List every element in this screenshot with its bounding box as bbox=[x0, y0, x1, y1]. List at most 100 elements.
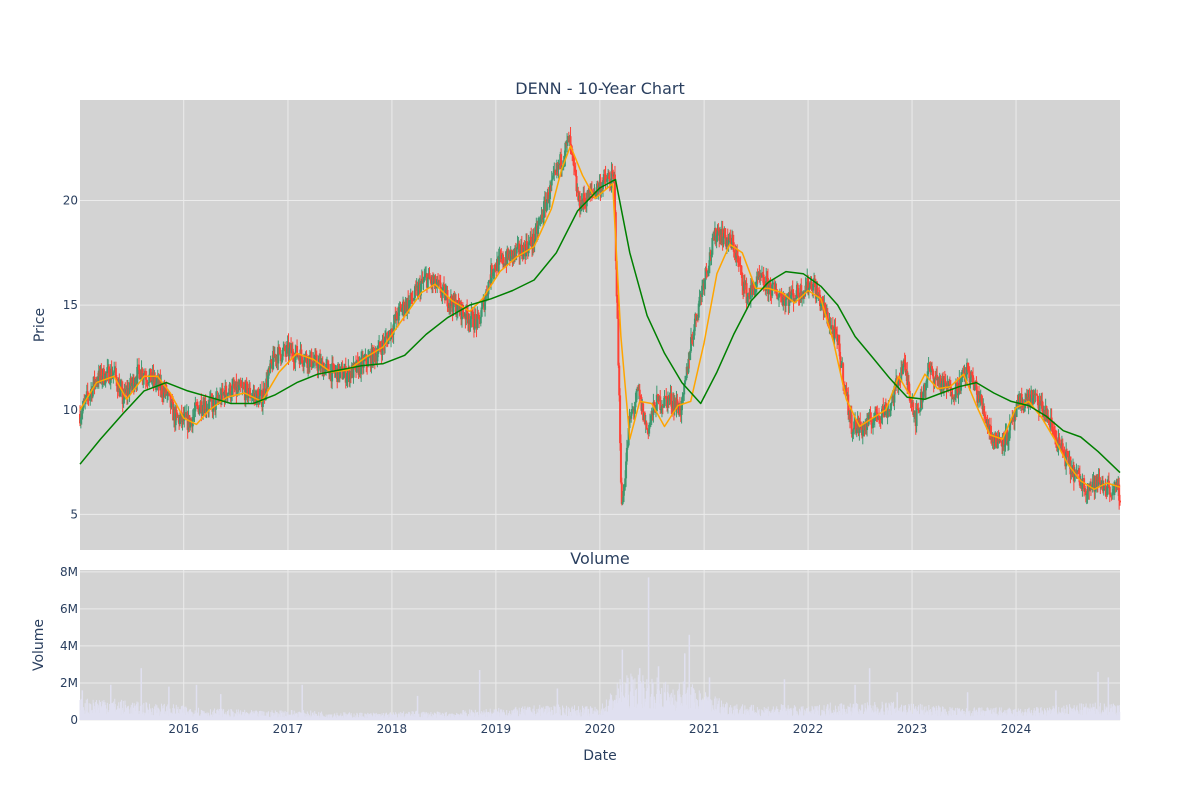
volume-bar bbox=[244, 714, 246, 720]
volume-bar bbox=[155, 713, 157, 720]
volume-bar bbox=[695, 708, 697, 720]
volume-bar bbox=[632, 688, 634, 720]
volume-bar bbox=[870, 705, 872, 720]
volume-bar bbox=[437, 711, 439, 720]
volume-bar bbox=[678, 689, 680, 720]
volume-bar bbox=[401, 716, 403, 720]
volume-bar bbox=[121, 707, 123, 720]
volume-bar bbox=[417, 714, 419, 720]
candle-down bbox=[591, 192, 594, 194]
candle-up bbox=[343, 372, 346, 378]
volume-bar bbox=[218, 715, 220, 720]
volume-bar bbox=[246, 712, 248, 720]
volume-bar bbox=[824, 711, 826, 720]
volume-bar bbox=[523, 708, 525, 720]
volume-bar bbox=[564, 714, 566, 720]
candle-down bbox=[204, 401, 207, 411]
volume-bar bbox=[838, 714, 840, 720]
volume-bar bbox=[739, 708, 741, 720]
volume-bar bbox=[356, 712, 358, 720]
volume-bar bbox=[917, 706, 919, 720]
candle-up bbox=[267, 367, 270, 376]
volume-bar bbox=[846, 713, 848, 720]
volume-bar bbox=[154, 710, 156, 720]
volume-bar bbox=[315, 714, 317, 720]
volume-bar bbox=[642, 681, 644, 720]
volume-bar bbox=[494, 712, 496, 720]
candle-up bbox=[695, 316, 698, 320]
volume-bar bbox=[1103, 703, 1105, 720]
volume-bar bbox=[1014, 716, 1016, 720]
candle-up bbox=[194, 403, 197, 412]
candle-up bbox=[954, 382, 957, 398]
volume-bar bbox=[286, 711, 288, 720]
volume-bar bbox=[1085, 703, 1087, 720]
candle-up bbox=[372, 347, 375, 366]
candle-down bbox=[740, 265, 743, 274]
volume-bar bbox=[287, 711, 289, 720]
volume-bar bbox=[628, 706, 630, 720]
volume-bar bbox=[452, 715, 454, 720]
candle-down bbox=[645, 422, 648, 429]
volume-bar bbox=[517, 716, 519, 720]
candle-up bbox=[925, 382, 928, 391]
candle-up bbox=[1023, 408, 1026, 411]
volume-bar bbox=[751, 710, 753, 720]
volume-bar bbox=[223, 713, 225, 720]
candle-down bbox=[821, 299, 824, 301]
volume-bar bbox=[339, 715, 341, 720]
volume-bar bbox=[423, 711, 425, 720]
volume-bar bbox=[910, 703, 912, 720]
volume-bar bbox=[605, 699, 607, 720]
volume-bar bbox=[154, 706, 156, 720]
volume-bar bbox=[693, 689, 695, 720]
volume-bar bbox=[254, 711, 256, 720]
volume-bar bbox=[549, 711, 551, 720]
volume-bar bbox=[362, 716, 364, 720]
volume-bar bbox=[101, 700, 103, 720]
volume-bar bbox=[472, 712, 474, 720]
volume-bar bbox=[953, 710, 955, 720]
candle-up bbox=[230, 396, 233, 399]
volume-bar bbox=[735, 708, 737, 720]
volume-bar bbox=[260, 710, 262, 720]
candle-up bbox=[704, 268, 707, 281]
volume-bar bbox=[986, 707, 988, 720]
volume-bar bbox=[585, 706, 587, 720]
volume-bar bbox=[806, 708, 808, 720]
volume-bar bbox=[306, 711, 308, 720]
volume-bar bbox=[453, 714, 455, 720]
candle-up bbox=[476, 313, 479, 328]
candle-up bbox=[548, 199, 551, 203]
volume-bar bbox=[773, 713, 775, 720]
volume-bar bbox=[911, 713, 913, 720]
volume-bar bbox=[620, 685, 622, 720]
volume-bar bbox=[862, 704, 864, 720]
candle-up bbox=[236, 386, 239, 395]
volume-bar bbox=[1056, 712, 1058, 720]
volume-bar bbox=[747, 710, 749, 720]
volume-bar bbox=[996, 713, 998, 720]
candle-up bbox=[624, 478, 627, 488]
candle-up bbox=[288, 347, 291, 357]
candle-down bbox=[1084, 489, 1087, 496]
volume-bar bbox=[396, 714, 398, 720]
volume-bar bbox=[395, 712, 397, 720]
candle-down bbox=[1011, 418, 1014, 420]
volume-bar bbox=[527, 706, 529, 720]
volume-bar bbox=[827, 704, 829, 720]
volume-bar bbox=[979, 707, 981, 720]
volume-bar bbox=[686, 692, 688, 720]
volume-bar bbox=[746, 708, 748, 720]
volume-bar bbox=[429, 716, 431, 720]
volume-bar bbox=[1024, 708, 1026, 720]
volume-bar bbox=[166, 706, 168, 720]
candle-up bbox=[183, 414, 186, 421]
candle-down bbox=[616, 296, 619, 319]
volume-bar bbox=[981, 713, 983, 720]
candle-down bbox=[154, 376, 157, 386]
candle-down bbox=[279, 354, 282, 362]
volume-bar bbox=[550, 715, 552, 720]
volume-bar bbox=[381, 713, 383, 720]
volume-bar bbox=[131, 713, 133, 720]
